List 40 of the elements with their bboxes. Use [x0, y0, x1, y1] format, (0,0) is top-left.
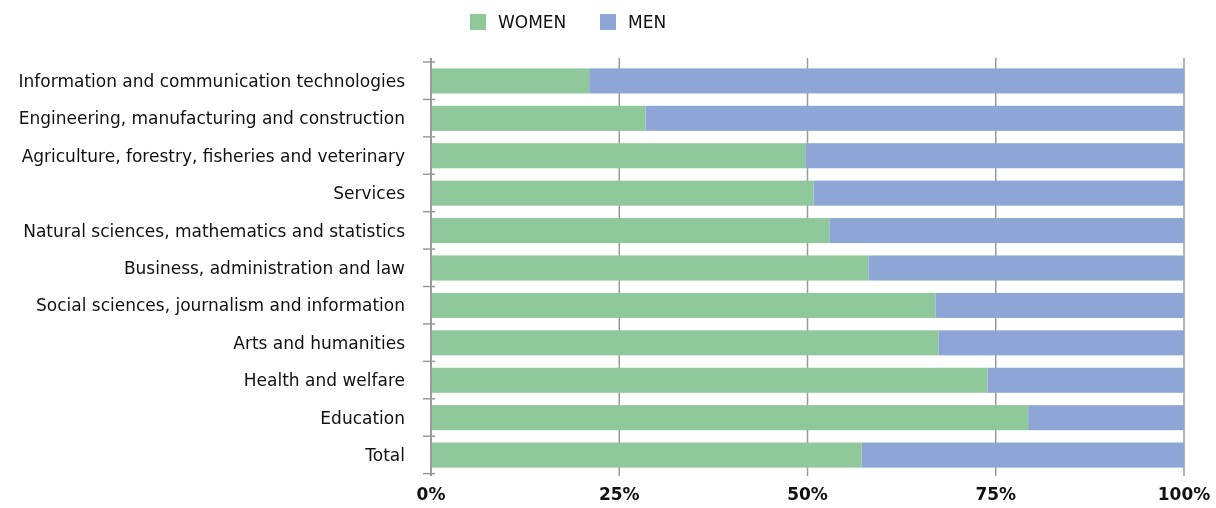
bar — [431, 218, 830, 244]
legend-label: MEN — [628, 12, 667, 32]
bar — [1028, 405, 1184, 431]
y-tick-label: Information and communication technologies — [18, 70, 406, 91]
bar — [645, 105, 1184, 131]
bar — [431, 330, 939, 356]
bar — [431, 367, 988, 393]
bar — [431, 292, 936, 318]
y-tick-label: Education — [320, 407, 405, 428]
bar — [431, 405, 1029, 431]
bar — [868, 255, 1184, 281]
y-tick-label: Business, administration and law — [123, 258, 406, 278]
bar — [935, 292, 1184, 318]
bar — [431, 68, 590, 94]
y-tick-label: Arts and humanities — [233, 332, 406, 353]
bar — [431, 143, 806, 169]
x-tick-label: 75% — [975, 484, 1017, 504]
bar — [805, 143, 1184, 169]
x-tick-label: 50% — [787, 484, 828, 504]
y-tick-label: Total — [364, 445, 405, 466]
bar — [589, 68, 1184, 94]
y-tick-label: Health and welfare — [243, 370, 405, 391]
bar — [938, 330, 1184, 356]
bar — [987, 367, 1184, 393]
x-tick-label: 100% — [1157, 484, 1211, 504]
bar — [431, 105, 646, 131]
y-tick-label: Engineering, manufacturing and construction — [18, 108, 405, 129]
bar — [813, 180, 1184, 206]
bar — [829, 218, 1184, 244]
x-tick-label: 25% — [598, 484, 640, 504]
x-tick-label: 0% — [416, 484, 446, 504]
bar — [431, 180, 814, 206]
legend-label: WOMEN — [498, 12, 567, 32]
y-tick-label: Agriculture, forestry, fisheries and veterinary — [21, 145, 405, 166]
y-tick-label: Social sciences, journalism and information — [36, 295, 405, 316]
bar — [431, 442, 862, 468]
bar — [431, 255, 869, 281]
bar — [861, 442, 1184, 468]
y-tick-label: Natural sciences, mathematics and statistics — [23, 220, 406, 241]
y-tick-label: Services — [333, 183, 406, 204]
